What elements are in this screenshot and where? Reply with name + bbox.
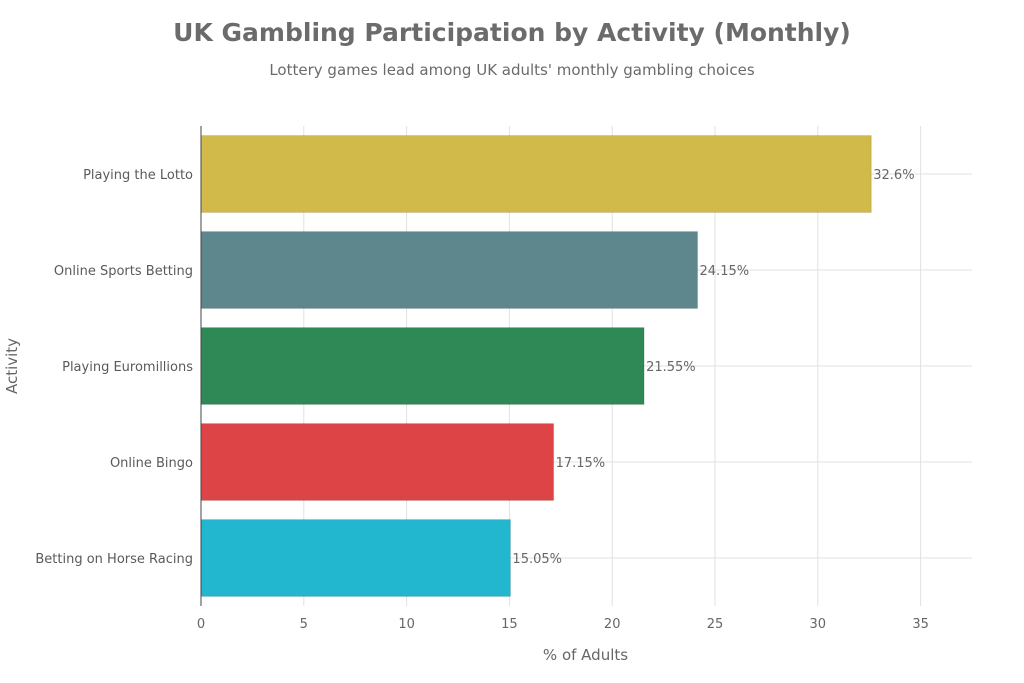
x-tick-label-0: 0 [197,617,205,632]
data-label-0: 32.6% [873,168,914,183]
bar-4 [200,519,511,597]
x-tick-label-2: 10 [398,617,415,632]
category-label-2: Playing Euromillions [62,360,193,375]
category-label-3: Online Bingo [110,456,193,471]
x-tick-label-1: 5 [300,617,308,632]
data-label-1: 24.15% [700,264,750,279]
bar-0 [200,135,872,213]
bar-3 [200,423,555,501]
x-tick-label-3: 15 [501,617,518,632]
x-axis-title: % of Adults [543,646,628,664]
x-tick-label-5: 25 [707,617,724,632]
bar-1 [200,231,699,309]
category-labels: Playing the Lotto Online Sports Betting Pl… [35,168,193,567]
x-tick-label-6: 30 [810,617,827,632]
category-label-1: Online Sports Betting [54,264,193,279]
data-labels: 32.6% 24.15% 21.55% 17.15% 15.05% [512,168,914,567]
x-tick-label-7: 35 [912,617,929,632]
data-label-2: 21.55% [646,360,696,375]
bars [200,135,872,597]
y-axis-title: Activity [3,338,21,394]
data-label-4: 15.05% [512,552,562,567]
data-label-3: 17.15% [556,456,606,471]
x-axis-ticks: 0 5 10 15 20 25 30 35 [197,617,929,632]
chart-subtitle: Lottery games lead among UK adults' mont… [269,61,755,79]
category-label-0: Playing the Lotto [83,168,193,183]
category-label-4: Betting on Horse Racing [35,552,193,567]
x-tick-label-4: 20 [604,617,621,632]
bar-2 [200,327,645,405]
chart-title: UK Gambling Participation by Activity (M… [173,18,851,47]
